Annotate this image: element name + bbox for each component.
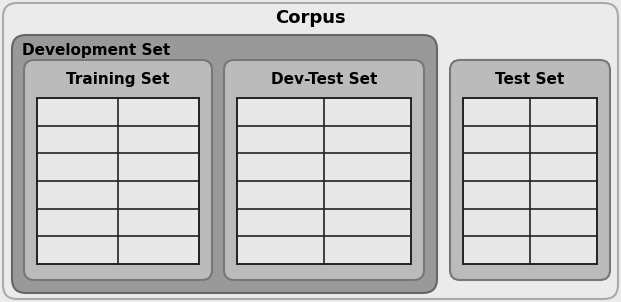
FancyBboxPatch shape (450, 60, 610, 280)
FancyBboxPatch shape (12, 35, 437, 293)
Text: Training Set: Training Set (66, 72, 170, 87)
Bar (37, 98, 199, 264)
Text: Corpus: Corpus (275, 9, 346, 27)
Text: Development Set: Development Set (22, 43, 170, 58)
Text: Test Set: Test Set (496, 72, 564, 87)
Bar (463, 98, 597, 264)
FancyBboxPatch shape (3, 3, 618, 299)
Text: Dev-Test Set: Dev-Test Set (271, 72, 377, 87)
FancyBboxPatch shape (24, 60, 212, 280)
Bar (237, 98, 411, 264)
FancyBboxPatch shape (224, 60, 424, 280)
